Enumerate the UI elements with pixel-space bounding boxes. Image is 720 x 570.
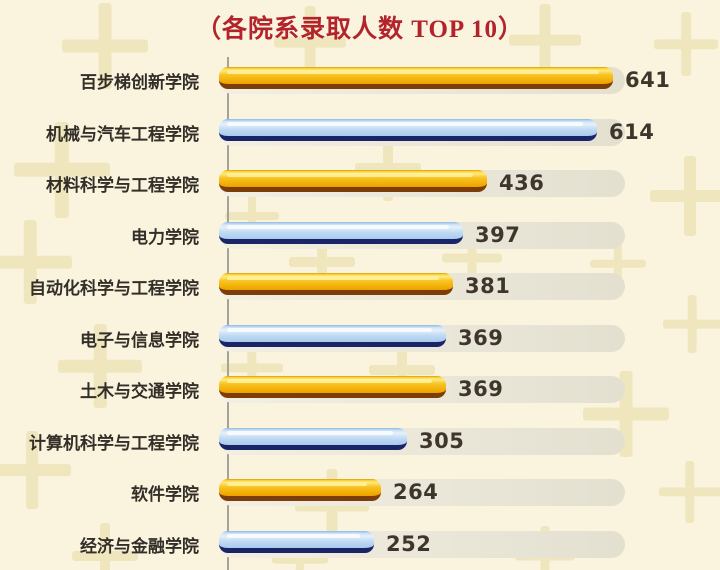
chart-row: 计算机科学与工程学院 305 xyxy=(0,416,720,468)
value-label: 381 xyxy=(465,274,511,299)
chart-row: 经济与金融学院 252 xyxy=(0,519,720,570)
bar-blue xyxy=(219,324,446,347)
bar-blue xyxy=(219,221,463,244)
chart-row: 百步梯创新学院 641 xyxy=(0,55,720,107)
category-label: 电子与信息学院 xyxy=(80,330,199,350)
bar-blue xyxy=(219,118,597,141)
bar-area: 369 xyxy=(219,324,720,352)
bar-blue xyxy=(219,427,407,450)
chart-row: 机械与汽车工程学院 614 xyxy=(0,107,720,159)
bar-area: 381 xyxy=(219,273,720,301)
bar-gold xyxy=(219,170,487,193)
bar-blue xyxy=(219,530,374,553)
bar-area: 641 xyxy=(219,67,720,95)
bar-area: 436 xyxy=(219,170,720,198)
bar-area: 397 xyxy=(219,221,720,249)
chart-rows: 百步梯创新学院 641 机械与汽车工程学院 614 材料科学与工程学院 436 电力学院 39… xyxy=(0,55,720,570)
bar-chart: 百步梯创新学院 641 机械与汽车工程学院 614 材料科学与工程学院 436 电力学院 39… xyxy=(0,55,720,570)
value-label: 397 xyxy=(475,222,521,247)
y-axis-line xyxy=(227,57,229,570)
value-label: 436 xyxy=(499,171,545,196)
bar-area: 264 xyxy=(219,479,720,507)
category-label: 电力学院 xyxy=(131,227,199,247)
chart-row: 自动化科学与工程学院 381 xyxy=(0,261,720,313)
category-label: 软件学院 xyxy=(131,485,199,505)
category-label: 机械与汽车工程学院 xyxy=(46,124,199,144)
category-label: 自动化科学与工程学院 xyxy=(29,279,199,299)
value-label: 614 xyxy=(609,119,655,144)
bar-gold xyxy=(219,67,613,90)
bar-gold xyxy=(219,376,446,399)
category-label: 材料科学与工程学院 xyxy=(46,176,199,196)
chart-row: 电子与信息学院 369 xyxy=(0,313,720,365)
category-label: 计算机科学与工程学院 xyxy=(29,433,199,453)
category-label: 经济与金融学院 xyxy=(80,536,199,556)
bar-area: 614 xyxy=(219,118,720,146)
value-label: 369 xyxy=(458,325,504,350)
chart-row: 土木与交通学院 369 xyxy=(0,364,720,416)
value-label: 252 xyxy=(386,531,432,556)
bar-area: 305 xyxy=(219,427,720,455)
page-title: （各院系录取人数 TOP 10） xyxy=(195,16,525,43)
bar-gold xyxy=(219,479,381,502)
bar-area: 369 xyxy=(219,376,720,404)
value-label: 264 xyxy=(393,480,439,505)
bar-area: 252 xyxy=(219,530,720,558)
chart-row: 软件学院 264 xyxy=(0,467,720,519)
bar-gold xyxy=(219,273,453,296)
value-label: 305 xyxy=(419,428,465,453)
chart-row: 材料科学与工程学院 436 xyxy=(0,158,720,210)
category-label: 土木与交通学院 xyxy=(80,382,199,402)
value-label: 369 xyxy=(458,377,504,402)
category-label: 百步梯创新学院 xyxy=(80,73,199,93)
value-label: 641 xyxy=(625,68,671,93)
chart-row: 电力学院 397 xyxy=(0,210,720,262)
